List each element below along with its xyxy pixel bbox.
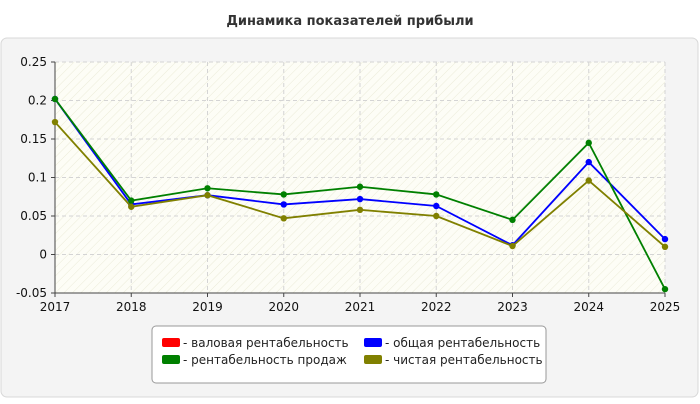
data-point-s3 [433, 191, 440, 198]
legend-box [151, 325, 547, 384]
data-point-s2 [280, 201, 287, 208]
data-point-s4 [356, 206, 364, 214]
y-tick-label: 0.1 [28, 171, 47, 185]
data-point-s2 [585, 158, 592, 166]
data-point-s4 [51, 118, 59, 126]
x-tick-label: 2024 [573, 300, 604, 314]
y-tick-label: 0.2 [28, 94, 47, 108]
x-tick-label: 2019 [192, 300, 223, 314]
data-point-s3 [204, 185, 211, 192]
data-point-s4 [661, 243, 669, 250]
chart-title: Динамика показателей прибыли [226, 14, 473, 29]
data-point-s3 [585, 139, 592, 147]
data-point-s4 [204, 192, 211, 199]
y-tick-label: 0 [39, 248, 47, 262]
x-tick-label: 2017 [40, 300, 71, 314]
y-tick-label: 0.05 [20, 209, 47, 223]
legend-swatch-2 [364, 338, 382, 347]
y-tick-label: 0.15 [20, 132, 47, 146]
data-point-s4 [280, 215, 287, 222]
legend: - валовая рентабельность - общая рентабел… [162, 336, 543, 367]
legend-label-3: - рентабельность продаж [183, 353, 347, 367]
x-tick-label: 2018 [116, 300, 147, 314]
data-point-s3 [51, 95, 59, 103]
y-tick-label: 0.25 [20, 55, 47, 69]
x-tick-label: 2021 [345, 300, 376, 314]
data-point-s3 [128, 197, 135, 204]
data-point-s4 [585, 177, 592, 184]
data-point-s3 [280, 191, 287, 198]
x-tick-label: 2022 [421, 300, 452, 314]
x-tick-label: 2023 [497, 300, 528, 314]
x-tick-label: 2020 [268, 300, 299, 314]
legend-swatch-4 [364, 355, 382, 364]
legend-label-2: - общая рентабельность [385, 336, 540, 350]
legend-swatch-1 [162, 338, 180, 347]
data-point-s3 [509, 216, 516, 224]
data-point-s4 [128, 203, 135, 210]
data-point-s2 [433, 202, 440, 210]
data-point-s3 [356, 183, 364, 190]
data-point-s3 [661, 285, 669, 293]
x-tick-label: 2025 [650, 300, 681, 314]
data-point-s2 [356, 195, 364, 203]
data-point-s4 [509, 242, 516, 250]
data-point-s4 [433, 212, 440, 220]
legend-label-1: - валовая рентабельность [183, 336, 349, 350]
series-layer [51, 95, 669, 293]
legend-swatch-3 [162, 355, 180, 364]
axis-layer: -0.05 0 0.05 0.1 0.15 0.2 0.25 2017 2018 2019 2020… [16, 55, 680, 314]
legend-label-4: - чистая рентабельность [385, 353, 543, 367]
data-point-s2 [661, 235, 669, 243]
y-tick-label: -0.05 [16, 286, 47, 300]
